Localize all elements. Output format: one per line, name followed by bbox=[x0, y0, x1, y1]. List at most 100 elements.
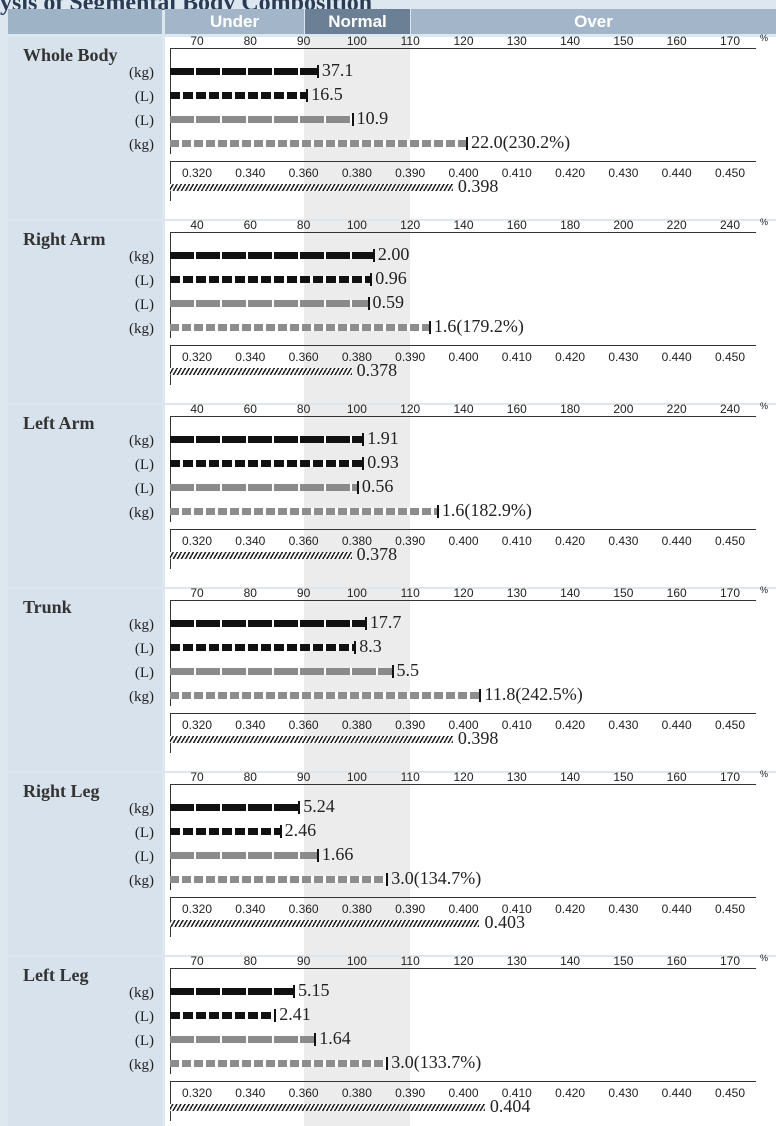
ratio-axis-line bbox=[170, 713, 756, 714]
percent-axis-vline bbox=[170, 600, 171, 706]
ratio-tick-label: 0.430 bbox=[608, 1086, 639, 1100]
percent-tick-label: 120 bbox=[453, 770, 474, 784]
ratio-tick-label: 0.450 bbox=[714, 718, 746, 732]
percent-tick-label: 160 bbox=[506, 402, 527, 416]
bar-end-cap bbox=[436, 505, 439, 518]
percent-tick-label: 160 bbox=[666, 770, 687, 784]
ratio-tick-label: 0.410 bbox=[501, 166, 532, 180]
ratio-tick-label: 0.340 bbox=[235, 902, 266, 916]
percent-tick-label: 130 bbox=[506, 770, 527, 784]
bar bbox=[170, 988, 293, 995]
percent-tick-label: 60 bbox=[243, 218, 257, 232]
ratio-value-label: 0.398 bbox=[457, 728, 499, 748]
unit-label: (L) bbox=[134, 297, 154, 313]
ratio-tick-label: 0.320 bbox=[181, 718, 213, 732]
bar-value-label: 1.66 bbox=[321, 844, 354, 864]
percent-tick-label: 130 bbox=[506, 34, 527, 48]
percent-tick-label: 130 bbox=[506, 586, 527, 600]
percent-axis-line bbox=[170, 600, 756, 601]
bar-end-cap bbox=[364, 617, 367, 630]
percent-tick-label: 140 bbox=[560, 954, 581, 968]
ratio-tick-label: 0.390 bbox=[395, 902, 426, 916]
percent-tick-label: 240 bbox=[719, 402, 741, 416]
percent-axis-vline bbox=[170, 968, 171, 1074]
bar-end-cap bbox=[386, 1057, 389, 1070]
bar bbox=[170, 1060, 387, 1067]
ratio-tick-label: 0.390 bbox=[395, 1086, 426, 1100]
segment-title: Left Leg bbox=[23, 965, 89, 985]
percent-axis-vline bbox=[170, 48, 171, 154]
percent-tick-label: 100 bbox=[346, 218, 367, 232]
bar-value-label: 5.5 bbox=[396, 660, 420, 680]
ratio-value-label: 0.403 bbox=[484, 912, 525, 932]
ratio-tick-label: 0.400 bbox=[448, 902, 479, 916]
unit-label: (L) bbox=[134, 641, 154, 657]
bar-end-cap bbox=[466, 137, 469, 150]
ratio-tick-label: 0.400 bbox=[448, 1086, 479, 1100]
percent-tick-label: 80 bbox=[296, 218, 311, 232]
bar bbox=[170, 140, 467, 147]
unit-label: (kg) bbox=[129, 985, 154, 1001]
bar-end-cap bbox=[298, 801, 301, 814]
bar-end-cap bbox=[292, 985, 295, 998]
percent-tick-label: 110 bbox=[400, 34, 420, 48]
percent-tick-label: 100 bbox=[346, 34, 367, 48]
bar bbox=[170, 300, 368, 307]
percent-tick-label: 150 bbox=[613, 770, 634, 784]
unit-label: (kg) bbox=[129, 249, 154, 265]
ratio-axis-vline bbox=[170, 897, 171, 937]
bar-end-cap bbox=[351, 113, 354, 126]
ratio-tick-label: 0.400 bbox=[448, 534, 479, 548]
ratio-tick-label: 0.410 bbox=[501, 534, 532, 548]
percent-tick-label: 170 bbox=[719, 770, 741, 784]
segment-section: Left Leg (kg) (L) (L) (kg) 70 80 90 100 110 120 130… bbox=[0, 953, 776, 1126]
segment-chart-panel bbox=[165, 773, 776, 955]
percent-axis-line bbox=[170, 968, 756, 969]
ratio-tick-label: 0.320 bbox=[181, 1086, 213, 1100]
bar bbox=[170, 116, 352, 123]
ratio-tick-label: 0.430 bbox=[608, 166, 639, 180]
ratio-tick-label: 0.390 bbox=[395, 166, 426, 180]
percent-tick-label: 240 bbox=[719, 218, 741, 232]
percent-tick-label: 220 bbox=[666, 218, 687, 232]
unit-label: (L) bbox=[134, 481, 154, 497]
percent-unit-sign: % bbox=[760, 401, 769, 411]
segment-label-panel: Whole Body (kg) (L) (L) (kg) bbox=[8, 37, 162, 219]
ratio-axis-vline bbox=[170, 1081, 171, 1121]
percent-tick-label: 170 bbox=[719, 34, 741, 48]
ratio-tick-label: 0.410 bbox=[501, 1086, 532, 1100]
ratio-tick-label: 0.430 bbox=[608, 902, 639, 916]
ratio-bar bbox=[170, 1104, 485, 1111]
ratio-tick-label: 0.420 bbox=[555, 902, 586, 916]
bar bbox=[170, 1036, 315, 1043]
unit-label: (kg) bbox=[129, 433, 154, 449]
ratio-axis-vline bbox=[170, 161, 171, 201]
ratio-tick-label: 0.320 bbox=[181, 166, 213, 180]
ratio-tick-label: 0.420 bbox=[555, 350, 586, 364]
percent-tick-label: 80 bbox=[296, 402, 311, 416]
bar-value-label: 5.24 bbox=[303, 796, 335, 816]
bar bbox=[170, 252, 373, 259]
ratio-tick-label: 0.360 bbox=[288, 902, 319, 916]
percent-tick-label: 80 bbox=[243, 770, 257, 784]
bar-value-label: 22.0(230.2%) bbox=[471, 132, 571, 152]
segment-label-panel: Right Arm (kg) (L) (L) (kg) bbox=[8, 221, 162, 403]
segment-title: Right Leg bbox=[23, 781, 100, 801]
ratio-tick-label: 0.450 bbox=[714, 1086, 746, 1100]
bar-value-label: 1.6(179.2%) bbox=[433, 316, 524, 336]
ratio-bar bbox=[170, 552, 352, 559]
percent-tick-label: 150 bbox=[613, 586, 634, 600]
bar-value-label: 0.96 bbox=[375, 268, 407, 288]
unit-label: (kg) bbox=[129, 801, 154, 817]
percent-tick-label: 70 bbox=[190, 586, 204, 600]
percent-axis-vline bbox=[170, 784, 171, 890]
unit-label: (L) bbox=[134, 1009, 154, 1025]
bar-end-cap bbox=[356, 481, 359, 494]
ratio-tick-label: 0.410 bbox=[501, 718, 532, 732]
bar-value-label: 1.91 bbox=[367, 428, 399, 448]
ratio-tick-label: 0.390 bbox=[395, 534, 426, 548]
bar-value-label: 37.1 bbox=[321, 60, 354, 80]
segment-section: Left Arm (kg) (L) (L) (kg) 40 60 80 100 120 140 160… bbox=[0, 401, 776, 587]
ratio-value-label: 0.398 bbox=[457, 176, 499, 196]
ratio-axis-vline bbox=[170, 345, 171, 385]
